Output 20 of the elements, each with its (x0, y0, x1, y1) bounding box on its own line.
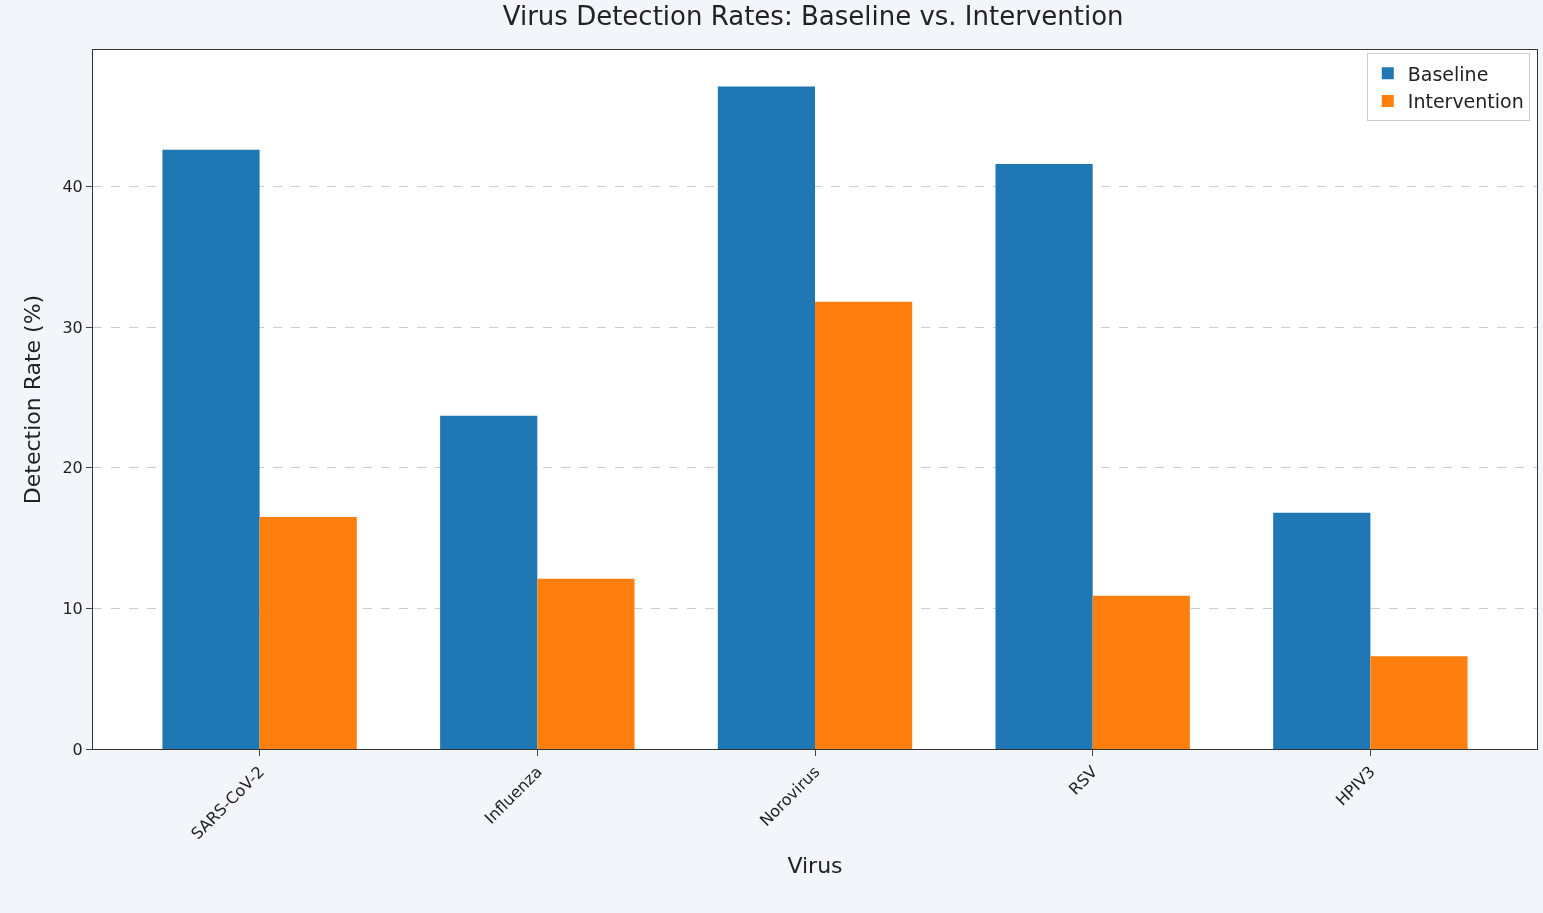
x-axis-title: Virus (787, 853, 843, 879)
bar (815, 301, 913, 749)
y-axis-title: Detection Rate (%) (20, 294, 46, 505)
y-tick-label: 30 (62, 317, 83, 337)
chart-title: Virus Detection Rates: Baseline vs. Intervention (502, 0, 1124, 31)
bar (717, 86, 815, 749)
y-tick-label: 0 (72, 739, 83, 759)
y-tick-label: 10 (62, 598, 83, 618)
bar (1273, 512, 1371, 749)
y-tick-label: 40 (62, 177, 83, 197)
legend-label: Intervention (1407, 90, 1524, 113)
bar (162, 149, 260, 749)
bar (1370, 656, 1468, 749)
bar (995, 163, 1093, 749)
y-tick-label: 20 (62, 458, 83, 478)
legend-label: Baseline (1407, 62, 1489, 85)
bar (259, 516, 357, 749)
bar (1092, 595, 1190, 749)
bar (440, 415, 538, 749)
bar (537, 578, 635, 749)
